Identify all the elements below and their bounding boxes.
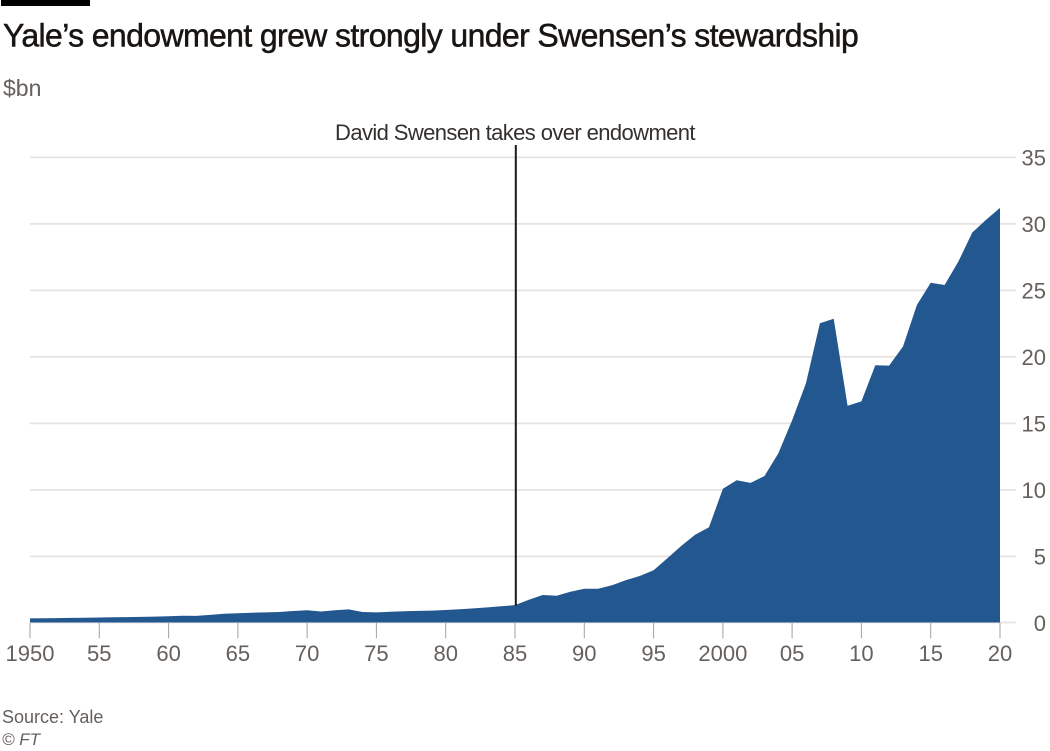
svg-text:1950: 1950: [6, 641, 55, 666]
svg-text:95: 95: [641, 641, 665, 666]
svg-text:70: 70: [295, 641, 319, 666]
svg-text:© FT: © FT: [2, 730, 42, 749]
svg-text:10: 10: [849, 641, 873, 666]
svg-text:15: 15: [918, 641, 942, 666]
svg-text:Yale’s endowment grew strongly: Yale’s endowment grew strongly under Swe…: [3, 18, 858, 54]
svg-text:20: 20: [1022, 345, 1046, 370]
svg-text:15: 15: [1022, 411, 1046, 436]
svg-text:55: 55: [87, 641, 111, 666]
svg-text:30: 30: [1022, 212, 1046, 237]
svg-text:10: 10: [1022, 478, 1046, 503]
svg-text:80: 80: [433, 641, 457, 666]
svg-text:60: 60: [156, 641, 180, 666]
svg-text:David Swensen takes over endow: David Swensen takes over endowment: [335, 120, 695, 145]
svg-text:65: 65: [226, 641, 250, 666]
svg-text:05: 05: [780, 641, 804, 666]
svg-text:85: 85: [503, 641, 527, 666]
svg-text:35: 35: [1022, 145, 1046, 170]
svg-text:5: 5: [1034, 544, 1046, 569]
svg-text:Source: Yale: Source: Yale: [2, 707, 103, 727]
svg-text:2000: 2000: [698, 641, 747, 666]
svg-text:$bn: $bn: [3, 75, 41, 101]
svg-text:0: 0: [1034, 611, 1046, 636]
svg-text:90: 90: [572, 641, 596, 666]
svg-text:20: 20: [988, 641, 1012, 666]
svg-text:75: 75: [364, 641, 388, 666]
svg-text:25: 25: [1022, 278, 1046, 303]
